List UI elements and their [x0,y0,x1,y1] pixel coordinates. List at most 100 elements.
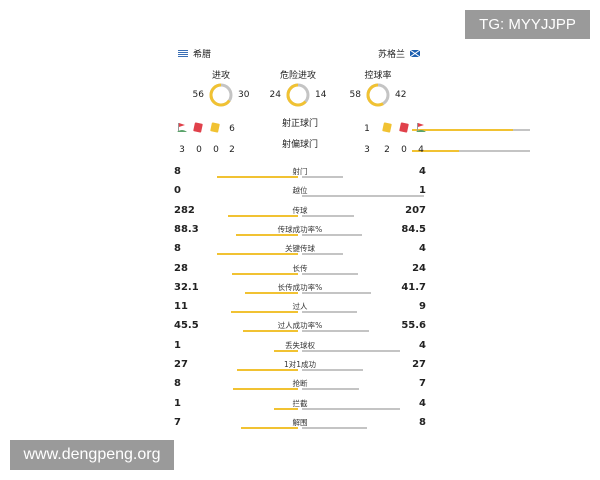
shots-off-target-row: 射偏球门 3 0 0 2 3 2 0 4 [172,137,530,157]
stat-home-bar [232,272,298,275]
stat-away-value: 207 [405,204,426,216]
stat-home-bar [244,291,298,294]
stat-away-bar [302,426,368,429]
stat-home-bar [273,349,298,352]
home-shots-off: 2 [229,145,235,155]
stat-home-value: 1 [174,397,181,409]
stat-home-bar [237,369,298,371]
stat-row: 282 传球 207 [172,205,428,224]
stat-home-value: 11 [174,301,188,313]
donut-2: 控球率 58 42 [333,68,423,108]
stat-label: 传球成功率% [277,224,323,234]
stat-row: 0 越位 1 [172,185,428,204]
stat-away-bar [302,407,400,410]
red-card-icon [193,122,203,133]
stat-row: 7 解围 8 [172,417,428,436]
stat-home-value: 45.5 [174,320,199,332]
stat-row: 8 抢断 7 [172,378,428,397]
stat-label: 抢断 [292,379,308,389]
away-team-name: 苏格兰 [377,50,405,60]
shots-on-target-row: 射正球门 6 1 [172,116,530,136]
stat-row: 1 丢失球权 4 [172,340,428,359]
donut-chart [286,83,310,107]
stat-away-value: 84.5 [401,223,426,235]
away-red-cards: 0 [401,145,407,155]
stat-home-value: 1 [174,339,181,351]
stat-label: 过人 [292,302,308,312]
stat-home-bar [227,214,298,217]
stat-away-bar [302,349,400,352]
stat-label: 拦截 [292,398,308,408]
shots-off-bar [412,150,530,152]
greece-flag-icon [178,50,188,57]
stat-away-bar [302,330,370,333]
stat-away-bar [302,195,424,198]
stat-row: 28 长传 24 [172,263,428,282]
stat-home-bar [216,176,298,178]
donut-home-value: 24 [269,90,281,100]
stat-label: 长传成功率% [277,282,323,292]
stat-away-bar [302,291,371,294]
donut-label: 进攻 [211,71,230,81]
home-red-cards: 0 [196,145,202,155]
stat-away-value: 7 [419,378,426,390]
yellow-card-icon [210,122,220,133]
stat-away-value: 41.7 [401,281,426,293]
watermark-tg: TG: MYYJJPP [465,10,590,39]
donut-home-value: 56 [192,90,204,100]
shots-on-bar [412,129,530,131]
stat-away-bar [302,214,354,217]
stat-label: 射门 [292,167,308,176]
stat-label: 长传 [292,263,308,273]
stat-home-value: 8 [174,243,181,255]
stat-home-value: 28 [174,262,188,274]
stat-away-value: 1 [419,185,426,197]
stat-row: 8 射门 4 [172,166,428,185]
donut-home-arc [366,83,390,107]
stat-home-bar [241,426,298,429]
stat-home-bar [273,407,298,410]
donut-1: 危险进攻 24 14 [253,68,343,108]
stat-away-value: 55.6 [401,320,426,332]
red-card-icon [399,122,409,133]
shots-off-target-label: 射偏球门 [281,140,318,150]
yellow-card-icon [382,122,392,133]
stat-home-value: 27 [174,359,188,370]
stat-away-value: 4 [419,166,426,177]
stat-away-bar [302,272,359,275]
stat-label: 过人成功率% [277,321,323,331]
shots-on-target-label: 射正球门 [281,119,318,129]
stat-away-value: 24 [412,262,426,274]
donut-away-value: 30 [238,90,250,100]
donut-home-arc [286,83,310,107]
stat-home-value: 8 [174,378,181,390]
stat-home-bar [235,233,298,236]
donut-away-value: 14 [315,90,327,100]
donut-chart [366,83,390,107]
stat-away-value: 9 [419,301,426,313]
stat-home-value: 282 [174,204,195,216]
home-shots-on: 6 [229,124,235,134]
stat-away-value: 4 [419,243,426,255]
corner-flag-icon [177,123,187,132]
donut-label: 危险进攻 [279,71,316,81]
stat-away-bar [302,311,357,314]
stat-home-value: 0 [174,185,181,197]
corner-flag-icon [416,123,426,132]
stat-away-bar [302,388,359,391]
stat-home-value: 32.1 [174,281,199,293]
donut-chart [209,83,233,107]
stat-row: 88.3 传球成功率% 84.5 [172,224,428,243]
donut-home-value: 58 [349,90,361,100]
stat-row: 27 1对1成功 27 [172,359,428,378]
stat-home-bar [230,311,298,314]
stat-home-bar [216,253,298,256]
stat-home-bar [243,330,298,333]
watermark-site: www.dengpeng.org [10,440,174,470]
stat-home-value: 88.3 [174,223,199,235]
donut-0: 进攻 56 30 [176,68,266,108]
home-yellow-cards: 0 [213,145,219,155]
stat-label: 传球 [292,205,308,215]
stat-home-value: 8 [174,166,181,177]
stat-away-value: 27 [412,359,426,370]
